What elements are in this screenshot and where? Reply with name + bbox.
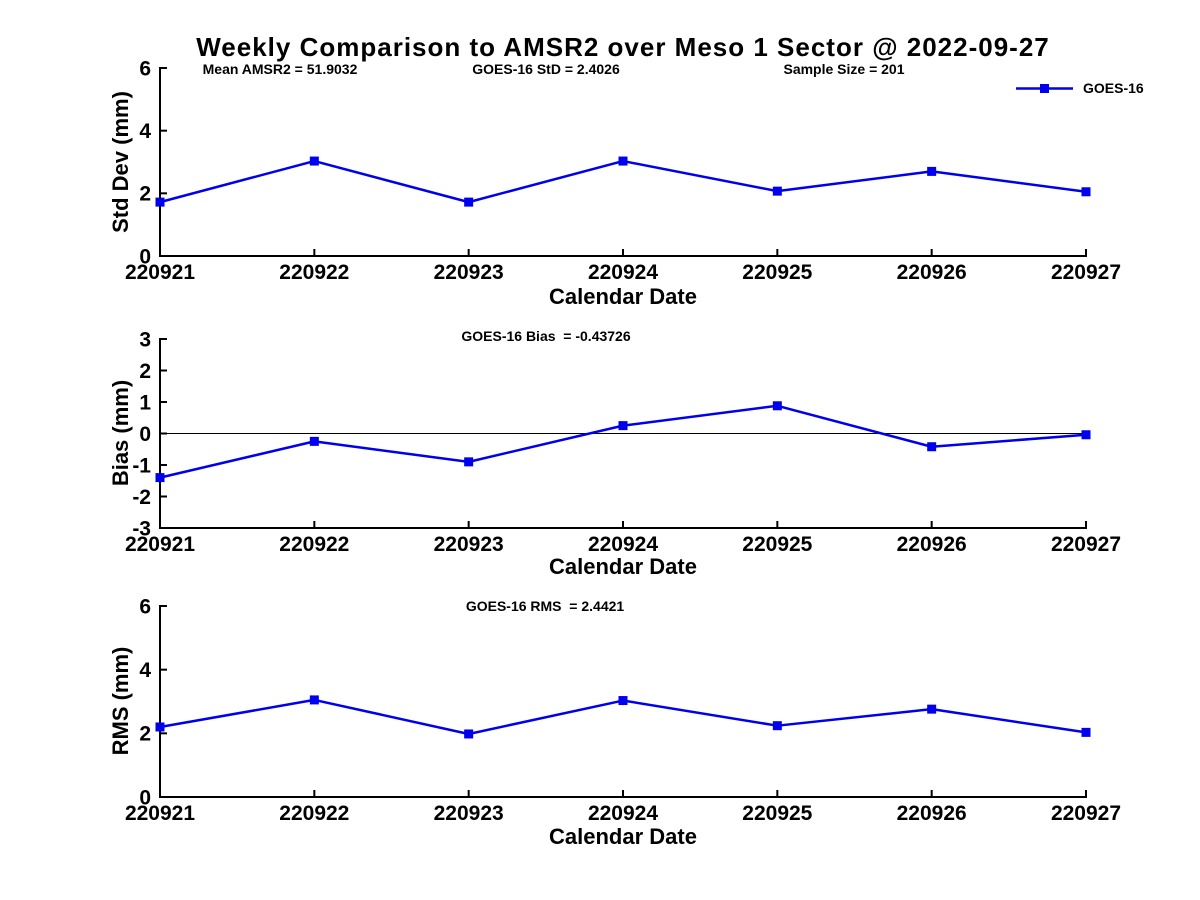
data-point-marker — [618, 156, 628, 166]
data-point-marker — [618, 696, 628, 706]
x-axis-label-calendar-date-middle: Calendar Date — [549, 554, 697, 579]
x-tick-label: 220927 — [1051, 802, 1121, 825]
y-axis-label-std-dev: Std Dev (mm) — [108, 91, 133, 233]
annotation-sample-size: Sample Size = 201 — [783, 61, 905, 77]
x-tick-label: 220926 — [897, 261, 967, 284]
legend-label: GOES-16 — [1083, 80, 1144, 96]
data-point-marker — [927, 442, 937, 452]
x-tick-label: 220923 — [434, 802, 504, 825]
data-point-marker — [309, 436, 319, 446]
data-point-marker — [1081, 187, 1091, 197]
y-tick-label: 4 — [139, 659, 151, 682]
data-point-marker — [155, 197, 165, 207]
annotation-goes16-rms: GOES-16 RMS = 2.4421 — [465, 598, 625, 614]
data-point-marker — [772, 186, 782, 196]
y-tick-label: 6 — [139, 595, 151, 618]
data-point-marker — [464, 197, 474, 207]
data-point-marker — [1081, 727, 1091, 737]
x-tick-label: 220925 — [742, 802, 812, 825]
y-tick-label: 3 — [139, 328, 151, 351]
x-tick-label: 220921 — [125, 533, 195, 556]
x-axis-label-calendar-date-bottom: Calendar Date — [549, 824, 697, 849]
y-tick-label: 0 — [139, 245, 151, 268]
x-tick-label: 220923 — [434, 261, 504, 284]
data-point-marker — [464, 729, 474, 739]
y-tick-label: 1 — [139, 391, 151, 414]
x-axis-label-calendar-date-top: Calendar Date — [549, 284, 697, 309]
x-tick-label: 220925 — [742, 533, 812, 556]
x-tick-label: 220921 — [125, 261, 195, 284]
x-tick-label: 220922 — [279, 533, 349, 556]
y-tick-label: 0 — [139, 423, 151, 446]
series-line-goes-16 — [159, 159, 1087, 204]
data-point-marker — [618, 421, 628, 431]
y-tick-label: 0 — [139, 786, 151, 809]
y-tick-label: 2 — [139, 183, 151, 206]
x-tick-label: 220923 — [434, 533, 504, 556]
x-tick-label: 220925 — [742, 261, 812, 284]
chart-rms: 0 2 4 6 220921 220922 220923 220924 220925 220926… — [125, 595, 1121, 825]
y-tick-label: 2 — [139, 723, 151, 746]
x-tick-label: 220927 — [1051, 261, 1121, 284]
y-tick-label: -3 — [132, 517, 151, 540]
legend-line-sample — [1016, 84, 1073, 93]
x-tick-label: 220926 — [897, 802, 967, 825]
data-point-marker — [927, 704, 937, 714]
y-tick-label: 2 — [139, 360, 151, 383]
data-point-marker — [772, 401, 782, 411]
chart-std-dev: 0 2 4 6 220921 220922 220923 220924 220925 220926… — [125, 57, 1121, 284]
y-tick-label: 6 — [139, 57, 151, 80]
y-tick-label: 4 — [139, 120, 151, 143]
y-tick-label: -1 — [132, 454, 151, 477]
x-tick-label: 220921 — [125, 802, 195, 825]
data-point-marker — [309, 156, 319, 166]
data-point-marker — [155, 473, 165, 483]
y-axis-label-bias: Bias (mm) — [108, 379, 133, 487]
data-point-marker — [1081, 430, 1091, 440]
legend-marker-icon — [1040, 84, 1049, 93]
x-tick-label: 220924 — [588, 533, 658, 556]
series-line-goes-16 — [159, 404, 1087, 479]
figure-title: Weekly Comparison to AMSR2 over Meso 1 S… — [196, 32, 1050, 62]
y-axis-label-rms: RMS (mm) — [108, 646, 133, 756]
data-point-marker — [464, 457, 474, 467]
data-point-marker — [309, 695, 319, 705]
x-tick-label: 220922 — [279, 261, 349, 284]
x-tick-label: 220924 — [588, 802, 658, 825]
annotation-mean-amsr2: Mean AMSR2 = 51.9032 — [202, 61, 358, 77]
data-point-marker — [927, 166, 937, 176]
annotation-goes16-bias: GOES-16 Bias = -0.43726 — [461, 328, 631, 344]
data-point-marker — [155, 722, 165, 732]
y-tick-label: -2 — [132, 486, 151, 509]
x-tick-label: 220927 — [1051, 533, 1121, 556]
x-tick-label: 220924 — [588, 261, 658, 284]
data-point-marker — [772, 721, 782, 731]
x-tick-label: 220926 — [897, 533, 967, 556]
legend: GOES-16 — [1016, 80, 1144, 97]
x-tick-label: 220922 — [279, 802, 349, 825]
annotation-goes16-std: GOES-16 StD = 2.4026 — [472, 61, 620, 77]
